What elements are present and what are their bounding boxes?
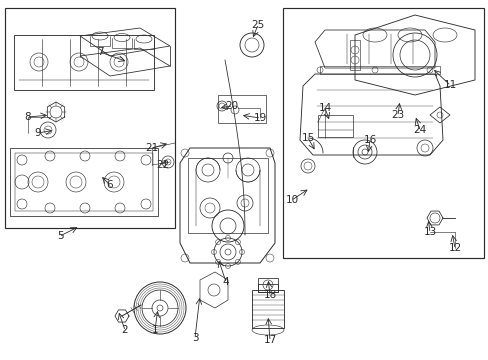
Bar bbox=[251, 290, 284, 328]
Text: 8: 8 bbox=[24, 112, 31, 122]
Text: 25: 25 bbox=[251, 20, 264, 30]
Bar bbox=[218, 95, 265, 123]
Text: 20: 20 bbox=[225, 101, 238, 111]
Text: 6: 6 bbox=[106, 180, 113, 190]
Text: 12: 12 bbox=[447, 243, 461, 253]
Text: 24: 24 bbox=[412, 125, 426, 135]
Text: 11: 11 bbox=[443, 80, 456, 90]
Text: 1: 1 bbox=[151, 325, 158, 335]
Bar bbox=[283, 8, 483, 258]
Text: 3: 3 bbox=[191, 333, 198, 343]
Text: 15: 15 bbox=[301, 133, 314, 143]
Text: 22: 22 bbox=[156, 160, 169, 170]
Text: 7: 7 bbox=[97, 47, 103, 57]
Bar bbox=[15, 153, 153, 211]
Text: 21: 21 bbox=[145, 143, 158, 153]
Text: 16: 16 bbox=[363, 135, 376, 145]
Text: 4: 4 bbox=[222, 277, 229, 287]
Text: 19: 19 bbox=[253, 113, 266, 123]
Bar bbox=[10, 148, 158, 216]
Text: 10: 10 bbox=[285, 195, 298, 205]
Bar bbox=[258, 278, 278, 292]
Text: 23: 23 bbox=[390, 110, 404, 120]
Text: 17: 17 bbox=[263, 335, 276, 345]
Text: 2: 2 bbox=[122, 325, 128, 335]
Bar bbox=[319, 66, 439, 74]
Text: 5: 5 bbox=[57, 231, 63, 241]
Text: 14: 14 bbox=[318, 103, 331, 113]
Bar bbox=[258, 284, 278, 292]
Bar bbox=[317, 115, 352, 137]
Bar bbox=[5, 8, 175, 228]
Text: 18: 18 bbox=[263, 290, 276, 300]
Text: 9: 9 bbox=[35, 128, 41, 138]
Text: 13: 13 bbox=[423, 227, 436, 237]
